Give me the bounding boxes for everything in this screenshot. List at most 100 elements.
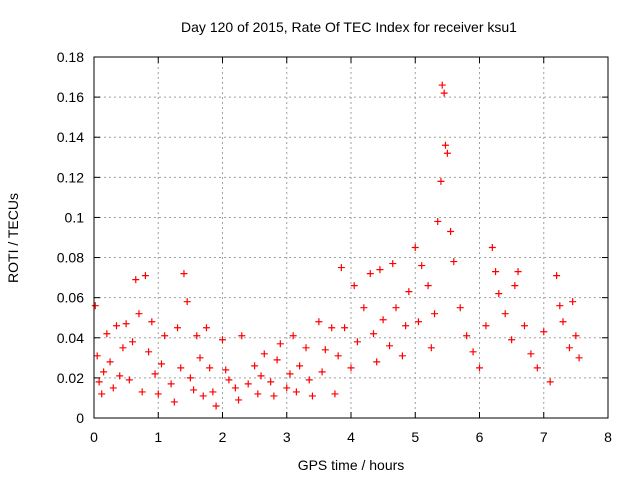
data-point — [145, 348, 153, 356]
data-point — [135, 310, 143, 318]
data-point — [106, 358, 114, 366]
data-point — [366, 270, 374, 278]
data-point — [482, 322, 490, 330]
data-point — [103, 330, 111, 338]
data-point — [520, 322, 528, 330]
x-tick-label: 1 — [154, 429, 162, 445]
y-axis-label: ROTI / TECUs — [5, 193, 21, 283]
data-point — [511, 282, 519, 290]
data-point — [116, 372, 124, 380]
data-point — [222, 366, 230, 374]
data-point — [501, 310, 509, 318]
x-tick-label: 0 — [90, 429, 98, 445]
data-point — [199, 392, 207, 400]
data-point — [350, 282, 358, 290]
y-tick-label: 0.14 — [57, 129, 84, 145]
data-point — [331, 390, 339, 398]
data-point — [91, 302, 99, 310]
y-tick-label: 0.04 — [57, 330, 84, 346]
data-point — [334, 352, 342, 360]
data-point — [456, 304, 464, 312]
data-point — [441, 141, 449, 149]
data-point — [565, 344, 573, 352]
data-point — [318, 368, 326, 376]
x-tick-label: 4 — [347, 429, 355, 445]
y-tick-label: 0.16 — [57, 89, 84, 105]
x-tick-label: 3 — [283, 429, 291, 445]
data-point — [219, 336, 226, 344]
data-point — [402, 322, 410, 330]
data-point — [212, 402, 220, 410]
data-point — [424, 282, 432, 290]
data-point — [556, 302, 564, 310]
data-point — [360, 304, 368, 312]
data-point — [514, 268, 522, 276]
data-point — [328, 324, 336, 332]
data-point — [267, 378, 275, 386]
data-point — [273, 356, 281, 364]
data-point — [315, 318, 323, 326]
data-point — [559, 318, 567, 326]
data-point — [305, 376, 313, 384]
data-point — [112, 322, 120, 330]
data-point — [411, 244, 419, 252]
data-point — [476, 364, 483, 372]
data-point — [251, 362, 259, 370]
data-point — [292, 388, 300, 396]
data-point — [276, 340, 284, 348]
y-tick-label: 0.08 — [57, 250, 84, 266]
data-point — [161, 332, 169, 340]
data-point — [508, 336, 516, 344]
data-point — [492, 268, 500, 276]
data-point — [167, 380, 175, 388]
data-point — [540, 328, 548, 336]
axis-ticks: 0 1 2 3 4 5 6 7 8 0 0.02 0.04 0.06 0.08 0.1 0.12 0.14 0.1… — [57, 49, 612, 445]
data-point — [447, 227, 455, 235]
data-point — [533, 364, 541, 372]
data-point — [414, 318, 422, 326]
data-point — [463, 332, 471, 340]
x-tick-label: 2 — [219, 429, 227, 445]
data-point — [443, 149, 451, 157]
data-point — [488, 244, 496, 252]
data-point — [170, 398, 178, 406]
y-tick-label: 0.18 — [57, 49, 84, 65]
data-point — [93, 352, 101, 360]
data-point — [95, 378, 103, 386]
data-point — [132, 276, 140, 284]
data-point — [193, 332, 201, 340]
data-point — [373, 358, 381, 366]
data-point — [190, 386, 198, 394]
data-point — [157, 360, 165, 368]
data-point — [122, 320, 130, 328]
data-point — [321, 346, 329, 354]
chart-title: Day 120 of 2015, Rate Of TEC Index for r… — [181, 19, 517, 35]
data-point — [398, 352, 406, 360]
x-axis-label: GPS time / hours — [298, 457, 405, 473]
data-point — [405, 288, 413, 296]
data-point — [148, 318, 156, 326]
data-point — [569, 298, 577, 306]
data-point — [125, 376, 133, 384]
data-point — [392, 304, 400, 312]
data-point — [270, 392, 278, 400]
data-point — [289, 332, 297, 340]
data-point — [347, 364, 355, 372]
data-point — [427, 344, 435, 352]
data-point — [109, 384, 117, 392]
data-point — [183, 298, 191, 306]
data-point — [254, 390, 262, 398]
data-point — [244, 380, 252, 388]
data-point — [296, 362, 304, 370]
data-point — [225, 376, 233, 384]
data-point — [138, 388, 146, 396]
data-point — [302, 344, 310, 352]
data-point — [151, 370, 159, 378]
data-point — [186, 374, 194, 382]
grid-lines — [94, 57, 608, 418]
data-point — [235, 396, 243, 404]
data-point — [575, 354, 583, 362]
data-point — [369, 330, 377, 338]
